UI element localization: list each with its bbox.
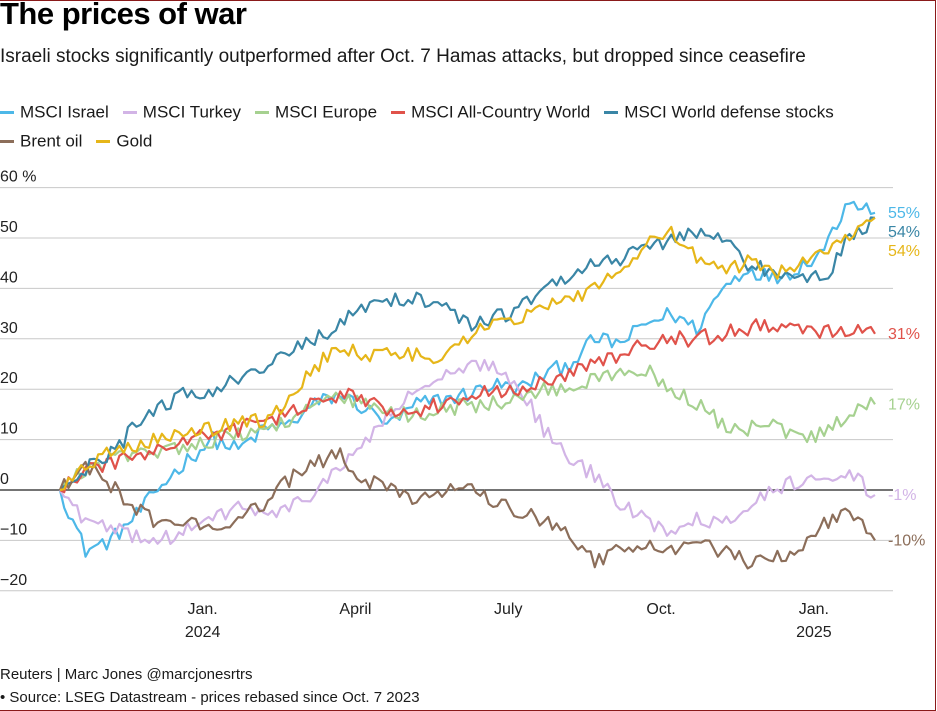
legend-swatch	[0, 111, 14, 115]
legend-swatch	[0, 139, 14, 143]
x-tick-label: Oct.	[646, 601, 675, 618]
legend-swatch	[604, 111, 619, 115]
legend-label: MSCI Israel	[20, 102, 109, 122]
legend-swatch	[255, 111, 270, 115]
legend-item-gold: Gold	[96, 127, 152, 156]
legend-item-msci-all-country-world: MSCI All-Country World	[391, 98, 590, 127]
chart-subtitle: Israeli stocks significantly outperforme…	[0, 46, 806, 67]
y-tick-label: 30	[0, 320, 18, 337]
y-tick-label: 20	[0, 370, 18, 387]
legend-item-msci-turkey: MSCI Turkey	[122, 98, 242, 127]
legend-swatch	[96, 139, 111, 143]
legend-item-msci-europe: MSCI Europe	[255, 98, 377, 127]
x-tick-year-label: 2024	[185, 624, 221, 641]
legend-item-msci-israel: MSCI Israel	[0, 98, 109, 127]
end-label-brent-oil: -10%	[888, 532, 925, 549]
y-tick-label: 10	[0, 421, 18, 438]
chart-legend: MSCI Israel MSCI Turkey MSCI Europe MSCI Al…	[0, 98, 930, 155]
x-tick-label: April	[339, 601, 371, 618]
credit-line: Reuters | Marc Jones @marcjonesrtrs	[0, 666, 253, 683]
series-line-brent-oil	[58, 447, 876, 570]
end-label-msci-turkey: -1%	[888, 487, 916, 504]
legend-label: MSCI Turkey	[142, 102, 242, 122]
legend-item-msci-world-defense-stocks: MSCI World defense stocks	[604, 98, 834, 127]
x-tick-label: Jan.	[799, 601, 829, 618]
legend-label: Gold	[116, 131, 153, 151]
series-line-msci-europe	[59, 364, 876, 491]
end-label-msci-world-defense-stocks: 54%	[888, 224, 920, 241]
legend-label: MSCI World defense stocks	[624, 102, 834, 122]
end-label-gold: 54%	[888, 243, 920, 260]
y-tick-label: 60 %	[0, 169, 36, 186]
legend-label: Brent oil	[20, 131, 83, 151]
x-tick-label: July	[494, 601, 522, 618]
source-line: • Source: LSEG Datastream - prices rebas…	[0, 689, 420, 706]
series-line-msci-turkey	[59, 358, 876, 546]
legend-label: MSCI All-Country World	[411, 102, 591, 122]
legend-label: MSCI Europe	[275, 102, 378, 122]
y-tick-label: −20	[0, 572, 27, 589]
legend-swatch	[391, 111, 406, 115]
x-tick-year-label: 2025	[796, 624, 832, 641]
legend-swatch	[122, 111, 137, 115]
x-tick-label: Jan.	[188, 601, 218, 618]
chart-title: The prices of war	[0, 0, 247, 31]
y-tick-label: 40	[0, 269, 18, 286]
end-label-msci-israel: 55%	[888, 205, 920, 222]
series-line-msci-israel	[58, 200, 876, 558]
end-label-msci-europe: 17%	[888, 396, 920, 413]
y-tick-label: −10	[0, 521, 27, 538]
legend-item-brent-oil: Brent oil	[0, 127, 82, 156]
series-line-msci-world-defense-stocks	[59, 216, 876, 491]
series-line-gold	[59, 216, 876, 492]
y-tick-label: 50	[0, 219, 18, 236]
end-label-msci-all-country-world: 31%	[888, 326, 920, 343]
y-tick-label: 0	[0, 471, 9, 488]
